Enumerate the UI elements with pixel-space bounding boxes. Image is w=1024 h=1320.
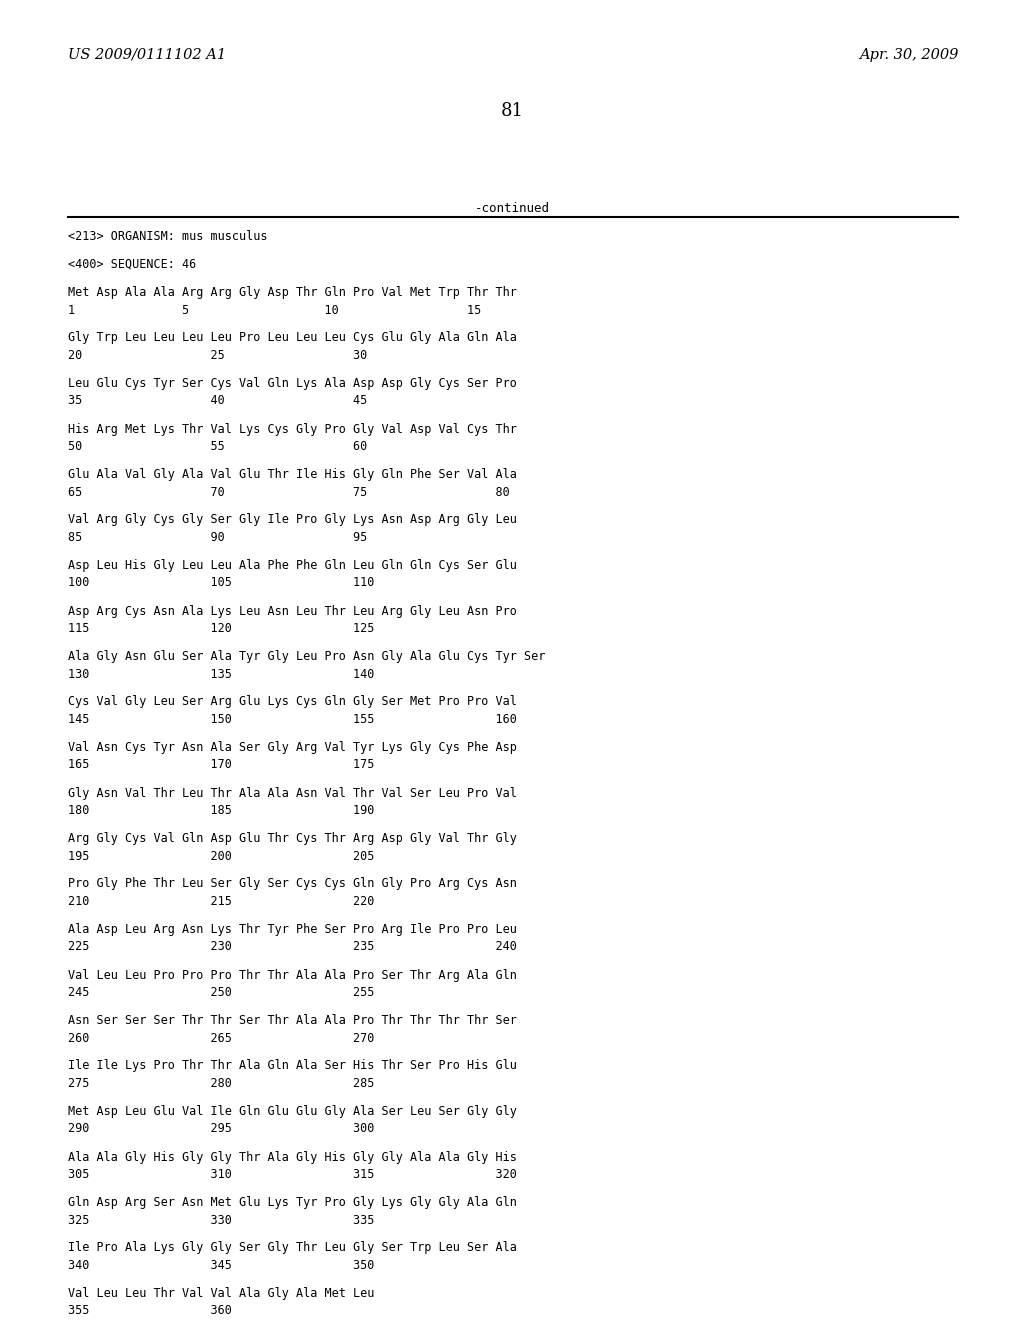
Text: Val Leu Leu Thr Val Val Ala Gly Ala Met Leu: Val Leu Leu Thr Val Val Ala Gly Ala Met … [68, 1287, 375, 1300]
Text: Glu Ala Val Gly Ala Val Glu Thr Ile His Gly Gln Phe Ser Val Ala: Glu Ala Val Gly Ala Val Glu Thr Ile His … [68, 469, 517, 480]
Text: 1               5                   10                  15: 1 5 10 15 [68, 304, 481, 317]
Text: Leu Glu Cys Tyr Ser Cys Val Gln Lys Ala Asp Asp Gly Cys Ser Pro: Leu Glu Cys Tyr Ser Cys Val Gln Lys Ala … [68, 378, 517, 389]
Text: 165                 170                 175: 165 170 175 [68, 759, 375, 771]
Text: 65                  70                  75                  80: 65 70 75 80 [68, 486, 510, 499]
Text: Cys Val Gly Leu Ser Arg Glu Lys Cys Gln Gly Ser Met Pro Pro Val: Cys Val Gly Leu Ser Arg Glu Lys Cys Gln … [68, 696, 517, 709]
Text: 340                 345                 350: 340 345 350 [68, 1259, 375, 1272]
Text: Met Asp Ala Ala Arg Arg Gly Asp Thr Gln Pro Val Met Trp Thr Thr: Met Asp Ala Ala Arg Arg Gly Asp Thr Gln … [68, 286, 517, 300]
Text: 100                 105                 110: 100 105 110 [68, 577, 375, 590]
Text: 355                 360: 355 360 [68, 1304, 231, 1317]
Text: 81: 81 [501, 102, 523, 120]
Text: Val Leu Leu Pro Pro Pro Thr Thr Ala Ala Pro Ser Thr Arg Ala Gln: Val Leu Leu Pro Pro Pro Thr Thr Ala Ala … [68, 969, 517, 982]
Text: Asp Leu His Gly Leu Leu Ala Phe Phe Gln Leu Gln Gln Cys Ser Glu: Asp Leu His Gly Leu Leu Ala Phe Phe Gln … [68, 558, 517, 572]
Text: Apr. 30, 2009: Apr. 30, 2009 [859, 48, 958, 62]
Text: 210                 215                 220: 210 215 220 [68, 895, 375, 908]
Text: 245                 250                 255: 245 250 255 [68, 986, 375, 999]
Text: 35                  40                  45: 35 40 45 [68, 395, 368, 408]
Text: Gly Trp Leu Leu Leu Leu Pro Leu Leu Leu Cys Glu Gly Ala Gln Ala: Gly Trp Leu Leu Leu Leu Pro Leu Leu Leu … [68, 331, 517, 345]
Text: Ala Asp Leu Arg Asn Lys Thr Tyr Phe Ser Pro Arg Ile Pro Pro Leu: Ala Asp Leu Arg Asn Lys Thr Tyr Phe Ser … [68, 923, 517, 936]
Text: 145                 150                 155                 160: 145 150 155 160 [68, 713, 517, 726]
Text: Gln Asp Arg Ser Asn Met Glu Lys Tyr Pro Gly Lys Gly Gly Ala Gln: Gln Asp Arg Ser Asn Met Glu Lys Tyr Pro … [68, 1196, 517, 1209]
Text: His Arg Met Lys Thr Val Lys Cys Gly Pro Gly Val Asp Val Cys Thr: His Arg Met Lys Thr Val Lys Cys Gly Pro … [68, 422, 517, 436]
Text: 50                  55                  60: 50 55 60 [68, 440, 368, 453]
Text: Gly Asn Val Thr Leu Thr Ala Ala Asn Val Thr Val Ser Leu Pro Val: Gly Asn Val Thr Leu Thr Ala Ala Asn Val … [68, 787, 517, 800]
Text: Val Asn Cys Tyr Asn Ala Ser Gly Arg Val Tyr Lys Gly Cys Phe Asp: Val Asn Cys Tyr Asn Ala Ser Gly Arg Val … [68, 741, 517, 754]
Text: Arg Gly Cys Val Gln Asp Glu Thr Cys Thr Arg Asp Gly Val Thr Gly: Arg Gly Cys Val Gln Asp Glu Thr Cys Thr … [68, 832, 517, 845]
Text: 85                  90                  95: 85 90 95 [68, 531, 368, 544]
Text: -continued: -continued [474, 202, 550, 215]
Text: US 2009/0111102 A1: US 2009/0111102 A1 [68, 48, 226, 62]
Text: Ala Gly Asn Glu Ser Ala Tyr Gly Leu Pro Asn Gly Ala Glu Cys Tyr Ser: Ala Gly Asn Glu Ser Ala Tyr Gly Leu Pro … [68, 649, 546, 663]
Text: 325                 330                 335: 325 330 335 [68, 1213, 375, 1226]
Text: Pro Gly Phe Thr Leu Ser Gly Ser Cys Cys Gln Gly Pro Arg Cys Asn: Pro Gly Phe Thr Leu Ser Gly Ser Cys Cys … [68, 878, 517, 891]
Text: Val Arg Gly Cys Gly Ser Gly Ile Pro Gly Lys Asn Asp Arg Gly Leu: Val Arg Gly Cys Gly Ser Gly Ile Pro Gly … [68, 513, 517, 527]
Text: <400> SEQUENCE: 46: <400> SEQUENCE: 46 [68, 257, 197, 271]
Text: Asp Arg Cys Asn Ala Lys Leu Asn Leu Thr Leu Arg Gly Leu Asn Pro: Asp Arg Cys Asn Ala Lys Leu Asn Leu Thr … [68, 605, 517, 618]
Text: 305                 310                 315                 320: 305 310 315 320 [68, 1168, 517, 1181]
Text: Ile Ile Lys Pro Thr Thr Ala Gln Ala Ser His Thr Ser Pro His Glu: Ile Ile Lys Pro Thr Thr Ala Gln Ala Ser … [68, 1060, 517, 1072]
Text: Ala Ala Gly His Gly Gly Thr Ala Gly His Gly Gly Ala Ala Gly His: Ala Ala Gly His Gly Gly Thr Ala Gly His … [68, 1151, 517, 1163]
Text: 290                 295                 300: 290 295 300 [68, 1122, 375, 1135]
Text: 20                  25                  30: 20 25 30 [68, 348, 368, 362]
Text: 195                 200                 205: 195 200 205 [68, 850, 375, 862]
Text: Asn Ser Ser Ser Thr Thr Ser Thr Ala Ala Pro Thr Thr Thr Thr Ser: Asn Ser Ser Ser Thr Thr Ser Thr Ala Ala … [68, 1014, 517, 1027]
Text: 275                 280                 285: 275 280 285 [68, 1077, 375, 1090]
Text: 115                 120                 125: 115 120 125 [68, 622, 375, 635]
Text: <213> ORGANISM: mus musculus: <213> ORGANISM: mus musculus [68, 230, 267, 243]
Text: 225                 230                 235                 240: 225 230 235 240 [68, 940, 517, 953]
Text: Ile Pro Ala Lys Gly Gly Ser Gly Thr Leu Gly Ser Trp Leu Ser Ala: Ile Pro Ala Lys Gly Gly Ser Gly Thr Leu … [68, 1242, 517, 1254]
Text: 180                 185                 190: 180 185 190 [68, 804, 375, 817]
Text: 130                 135                 140: 130 135 140 [68, 668, 375, 681]
Text: Met Asp Leu Glu Val Ile Gln Glu Glu Gly Ala Ser Leu Ser Gly Gly: Met Asp Leu Glu Val Ile Gln Glu Glu Gly … [68, 1105, 517, 1118]
Text: 260                 265                 270: 260 265 270 [68, 1031, 375, 1044]
